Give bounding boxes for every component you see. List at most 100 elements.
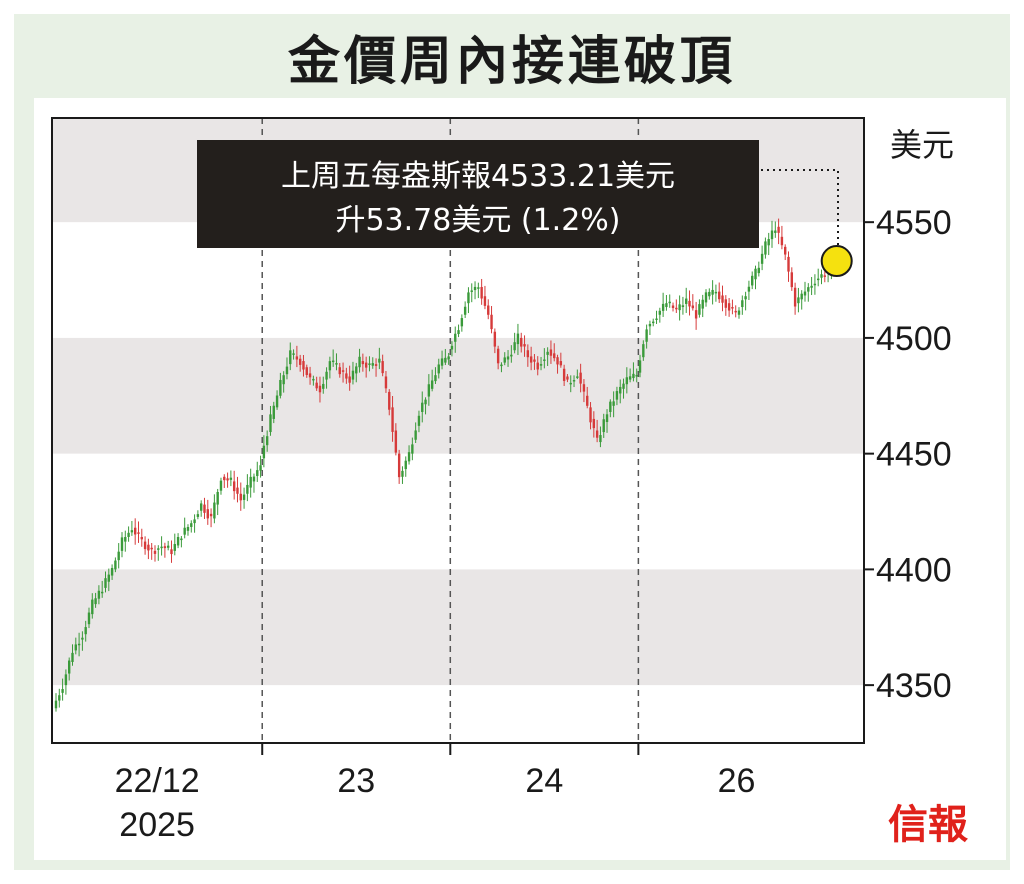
candle-up xyxy=(190,520,193,533)
candle-body xyxy=(355,366,358,374)
candle-body xyxy=(335,363,338,365)
candle-up xyxy=(120,532,124,558)
candle-body xyxy=(751,275,754,286)
candle-up xyxy=(803,281,807,302)
candle-down xyxy=(595,419,599,443)
candle-up xyxy=(447,352,450,365)
candle-down xyxy=(133,518,137,545)
candle-up xyxy=(272,401,275,424)
candle-up xyxy=(117,543,120,569)
candle-up xyxy=(242,487,246,509)
candle-body xyxy=(391,407,394,432)
candle-up xyxy=(678,295,681,321)
candle-down xyxy=(688,290,691,316)
candle-up xyxy=(404,456,407,477)
candle-body xyxy=(774,230,777,233)
candle-body xyxy=(180,538,183,541)
candle-body xyxy=(661,303,665,311)
candle-up xyxy=(130,520,134,536)
candle-up xyxy=(661,292,665,317)
candle-up xyxy=(510,345,513,363)
candle-up xyxy=(285,357,289,380)
candle-up xyxy=(378,347,381,370)
candle-body xyxy=(741,300,744,308)
candle-up xyxy=(648,320,652,336)
candle-down xyxy=(315,376,318,391)
candle-body xyxy=(671,305,675,308)
candle-up xyxy=(173,533,176,556)
candle-body xyxy=(790,272,794,288)
candle-down xyxy=(341,362,345,383)
candle-body xyxy=(120,537,124,551)
candle-body xyxy=(394,430,398,453)
candle-body xyxy=(757,267,761,274)
candle-body xyxy=(331,360,335,363)
candle-body xyxy=(282,375,285,385)
candle-body xyxy=(275,395,279,408)
candle-up xyxy=(411,437,414,461)
candle-down xyxy=(480,278,483,305)
candle-body xyxy=(721,295,724,303)
y-tick-label: 4350 xyxy=(876,667,952,705)
candle-body xyxy=(361,361,365,365)
candle-body xyxy=(160,546,163,549)
candle-body xyxy=(770,230,774,240)
candle-up xyxy=(259,455,262,478)
candle-up xyxy=(820,269,823,285)
candle-body xyxy=(467,292,470,304)
annotation-leader xyxy=(761,169,839,250)
candle-down xyxy=(536,356,539,376)
candle-body xyxy=(490,314,493,330)
candle-up xyxy=(767,232,770,256)
candle-up xyxy=(625,367,629,394)
candle-up xyxy=(619,379,622,404)
candle-body xyxy=(536,362,539,370)
candle-up xyxy=(292,349,295,360)
candle-up xyxy=(335,353,338,371)
candle-body xyxy=(285,366,289,375)
candle-up xyxy=(698,299,701,318)
candle-up xyxy=(193,514,196,533)
candle-body xyxy=(67,660,71,674)
candle-body xyxy=(176,537,180,546)
candle-up xyxy=(760,245,764,271)
x-axis: 22/12 2025 23 24 26 xyxy=(115,743,755,844)
chart-title: 金價周內接連破頂 xyxy=(287,31,736,92)
candle-up xyxy=(110,564,114,580)
candle-up xyxy=(186,524,190,536)
candle-body xyxy=(87,612,91,625)
candle-down xyxy=(675,299,678,313)
candle-down xyxy=(163,542,167,558)
candle-body xyxy=(322,383,325,389)
candle-up xyxy=(463,301,467,319)
candle-up xyxy=(701,294,704,318)
candle-body xyxy=(196,514,200,517)
candle-body xyxy=(582,384,586,392)
candle-down xyxy=(694,301,698,330)
candle-up xyxy=(183,517,186,539)
candle-up xyxy=(813,274,817,295)
candle-body xyxy=(793,287,797,307)
candle-up xyxy=(665,295,668,311)
candle-body xyxy=(229,477,233,480)
candle-up xyxy=(114,557,117,573)
candle-up xyxy=(427,374,431,406)
candle-body xyxy=(747,286,751,292)
candle-body xyxy=(199,503,203,511)
candle-body xyxy=(444,357,447,363)
candle-body xyxy=(427,384,431,397)
candle-up xyxy=(569,375,572,393)
candle-up xyxy=(325,367,328,389)
y-tick-label: 4400 xyxy=(876,551,952,589)
candle-body xyxy=(157,548,160,550)
candle-up xyxy=(774,221,777,238)
candle-up xyxy=(407,445,411,465)
candle-body xyxy=(500,364,503,367)
candle-body xyxy=(599,435,602,443)
candle-body xyxy=(269,414,272,433)
candle-up xyxy=(265,430,269,452)
candle-body xyxy=(61,689,64,693)
candle-body xyxy=(645,329,648,342)
candle-up xyxy=(800,290,803,310)
candle-body xyxy=(407,452,411,462)
